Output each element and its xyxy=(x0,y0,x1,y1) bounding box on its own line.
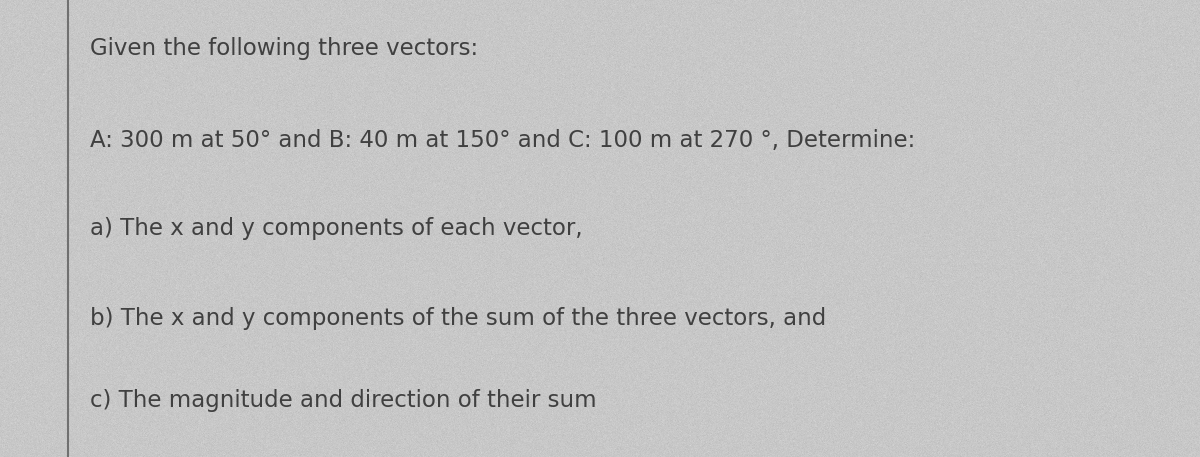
Text: c) The magnitude and direction of their sum: c) The magnitude and direction of their … xyxy=(90,388,596,411)
Text: A: 300 m at 50° and B: 40 m at 150° and C: 100 m at 270 °, Determine:: A: 300 m at 50° and B: 40 m at 150° and … xyxy=(90,128,916,152)
Text: Given the following three vectors:: Given the following three vectors: xyxy=(90,37,478,59)
Text: a) The x and y components of each vector,: a) The x and y components of each vector… xyxy=(90,217,583,239)
Text: b) The x and y components of the sum of the three vectors, and: b) The x and y components of the sum of … xyxy=(90,307,827,329)
